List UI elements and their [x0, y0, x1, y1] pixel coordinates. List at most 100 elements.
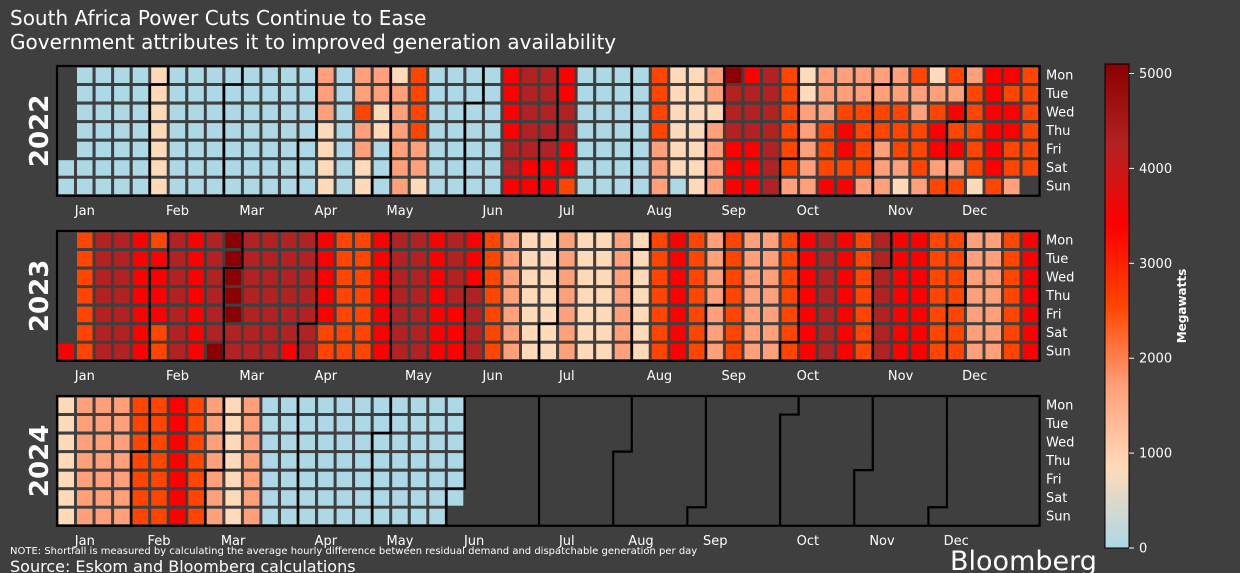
year-label: 2022	[25, 95, 55, 167]
day-cell	[77, 397, 93, 413]
day-cell	[169, 397, 186, 413]
day-cell	[522, 288, 538, 304]
day-cell	[77, 416, 93, 432]
day-cell	[651, 232, 668, 248]
day-cell	[355, 343, 371, 360]
day-cell	[985, 508, 1001, 525]
day-cell	[262, 104, 278, 121]
month-boundaries	[148, 66, 967, 196]
day-cell	[299, 453, 315, 469]
year-frame	[55, 64, 1041, 197]
day-cell	[911, 343, 927, 360]
day-cell	[763, 397, 779, 413]
day-cell	[429, 343, 445, 360]
day-cell	[670, 288, 686, 304]
day-cell	[410, 508, 427, 525]
day-cell	[151, 416, 167, 432]
day-cell	[577, 325, 594, 341]
day-cell	[95, 269, 112, 286]
day-cell	[577, 471, 594, 488]
day-cell	[1022, 232, 1039, 248]
day-cell	[688, 490, 705, 506]
day-cell	[874, 306, 890, 323]
day-cell	[262, 325, 278, 341]
day-cell	[132, 325, 149, 341]
day-cell	[95, 490, 112, 506]
day-cell	[318, 104, 334, 121]
day-cell	[596, 434, 612, 451]
day-cell	[911, 141, 927, 158]
day-cell	[633, 86, 649, 102]
day-cell	[763, 434, 779, 451]
day-cell	[484, 232, 501, 248]
day-cell	[169, 508, 186, 525]
chart-title: South Africa Power Cuts Continue to Ease	[10, 6, 426, 30]
day-cell	[206, 288, 223, 304]
day-cell	[837, 288, 853, 304]
day-cell	[670, 178, 686, 195]
day-cell	[77, 104, 93, 121]
day-cell	[1004, 416, 1020, 432]
day-cell	[503, 434, 519, 451]
day-cell	[206, 123, 223, 139]
day-cell	[744, 288, 760, 304]
day-cell	[725, 104, 742, 121]
day-cell	[1004, 269, 1020, 286]
day-cell	[114, 397, 130, 413]
day-cell	[1004, 251, 1020, 267]
day-cell	[429, 104, 445, 121]
day-cell	[670, 490, 686, 506]
day-cell	[540, 471, 556, 488]
day-cell	[132, 269, 149, 286]
day-cell	[299, 306, 315, 323]
day-cell	[559, 508, 575, 525]
day-cell	[707, 397, 723, 413]
day-cell	[243, 86, 260, 102]
day-cell	[874, 416, 890, 432]
day-cell	[929, 306, 946, 323]
day-cell	[781, 251, 798, 267]
day-cell	[95, 232, 112, 248]
day-cell	[429, 288, 445, 304]
day-cell	[466, 178, 482, 195]
day-cell	[447, 141, 464, 158]
day-cell	[95, 288, 112, 304]
day-cell	[188, 269, 204, 286]
day-cell	[484, 178, 501, 195]
day-cell	[262, 434, 278, 451]
day-cell	[818, 416, 835, 432]
day-cell	[892, 397, 909, 413]
day-cell	[540, 141, 556, 158]
day-cell	[614, 160, 631, 176]
day-cell	[837, 104, 853, 121]
day-cell	[948, 178, 964, 195]
day-cell	[577, 160, 594, 176]
day-cell	[596, 160, 612, 176]
day-cell	[243, 251, 260, 267]
day-cell	[596, 490, 612, 506]
day-cell	[1022, 306, 1039, 323]
day-cell	[225, 160, 241, 176]
day-cell	[225, 416, 241, 432]
day-cell	[688, 508, 705, 525]
day-cell	[77, 306, 93, 323]
day-cell	[911, 178, 927, 195]
day-cell	[151, 306, 167, 323]
day-cell	[1022, 86, 1039, 102]
day-cell	[336, 160, 353, 176]
day-cell	[58, 416, 74, 432]
day-cell	[318, 67, 334, 83]
day-cell	[95, 453, 112, 469]
day-cell	[707, 160, 723, 176]
day-cell	[336, 471, 353, 488]
day-cell	[855, 453, 872, 469]
day-cell	[262, 269, 278, 286]
day-cell	[262, 343, 278, 360]
day-cell	[262, 67, 278, 83]
day-cell	[281, 343, 297, 360]
day-cell	[577, 453, 594, 469]
day-cell	[206, 306, 223, 323]
day-cell	[373, 343, 390, 360]
day-cell	[373, 453, 390, 469]
weekday-label-tue: Tue	[1045, 87, 1068, 102]
